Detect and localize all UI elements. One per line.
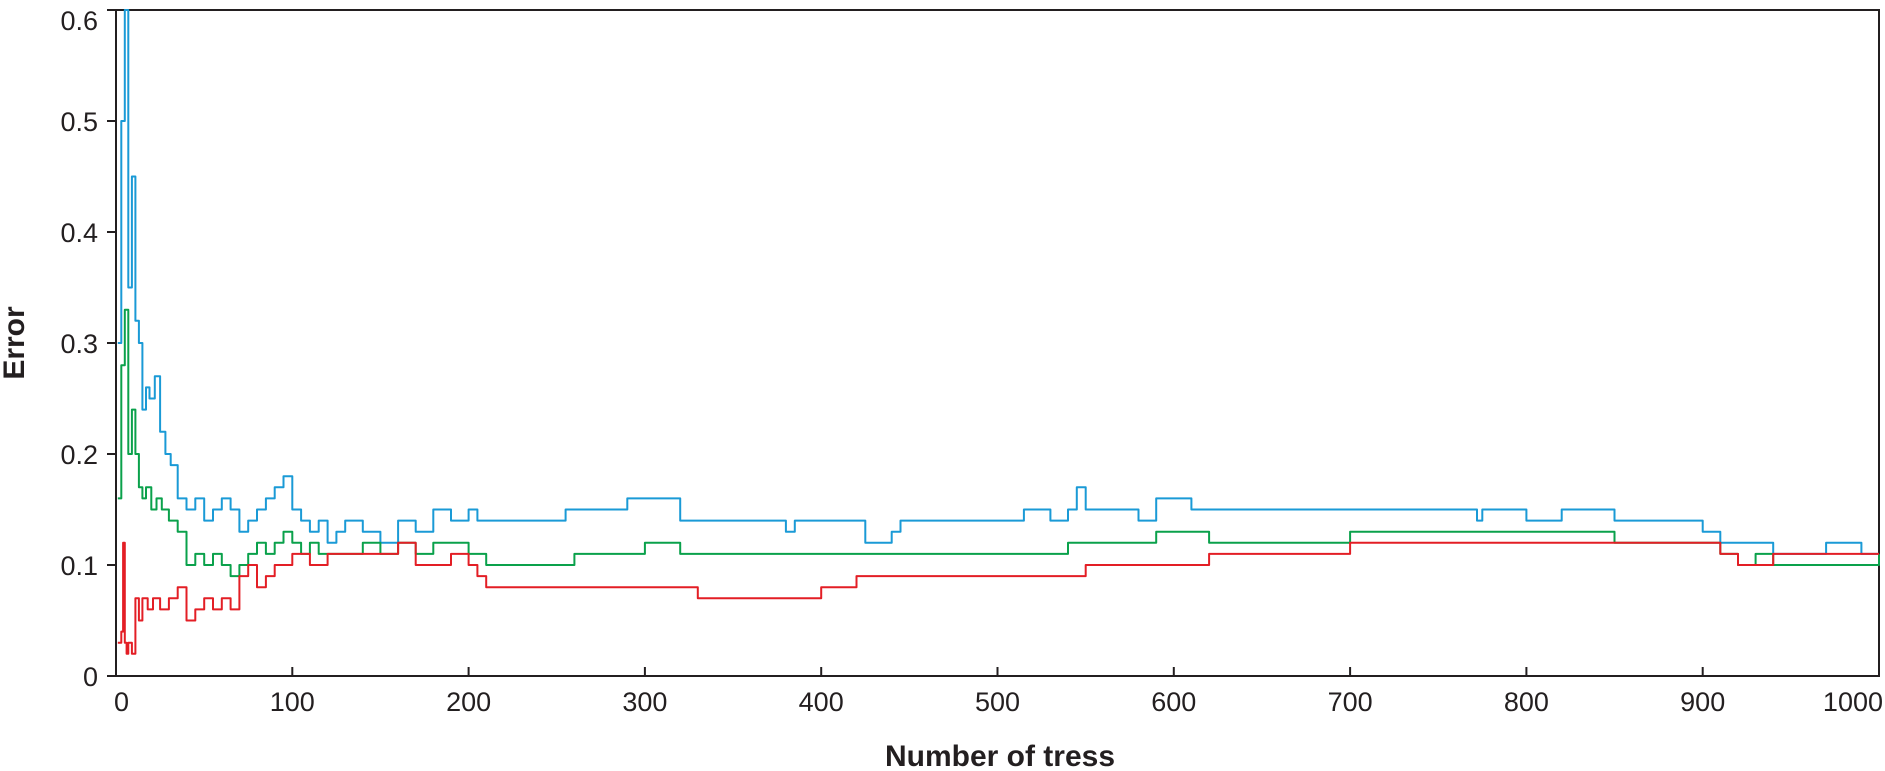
x-axis: 0 100 200 300 400 500 600 700 800 900 1000 [114,667,1883,717]
series-line-1 [117,9,1879,555]
y-tick-label: 0.6 [60,6,98,36]
x-axis-title: Number of tress [885,740,1115,771]
x-tick-label: 800 [1504,687,1549,717]
series-line-2 [117,308,1880,578]
x-tick-label: 400 [799,687,844,717]
x-tick-label: 700 [1328,687,1373,717]
y-axis-title: Error [0,306,31,380]
x-tick-label: 600 [1151,687,1196,717]
y-tick-label: 0 [83,662,98,692]
y-tick-label: 0.1 [60,551,98,581]
x-tick-label: 100 [270,687,315,717]
x-tick-label: 500 [975,687,1020,717]
y-tick-label: 0.2 [60,440,98,470]
x-tick-label: 300 [622,687,667,717]
x-tick-label: 1000 [1823,687,1883,717]
x-tick-label: 0 [114,687,129,717]
x-tick-label: 900 [1680,687,1725,717]
y-axis: 0 0.1 0.2 0.3 0.4 0.5 0.6 [60,6,116,692]
series-line-3 [117,541,1879,655]
series-lines [117,9,1880,655]
y-tick-label: 0.5 [60,107,98,137]
y-tick-label: 0.4 [60,218,98,248]
x-tick-label: 200 [446,687,491,717]
y-tick-label: 0.3 [60,329,98,359]
